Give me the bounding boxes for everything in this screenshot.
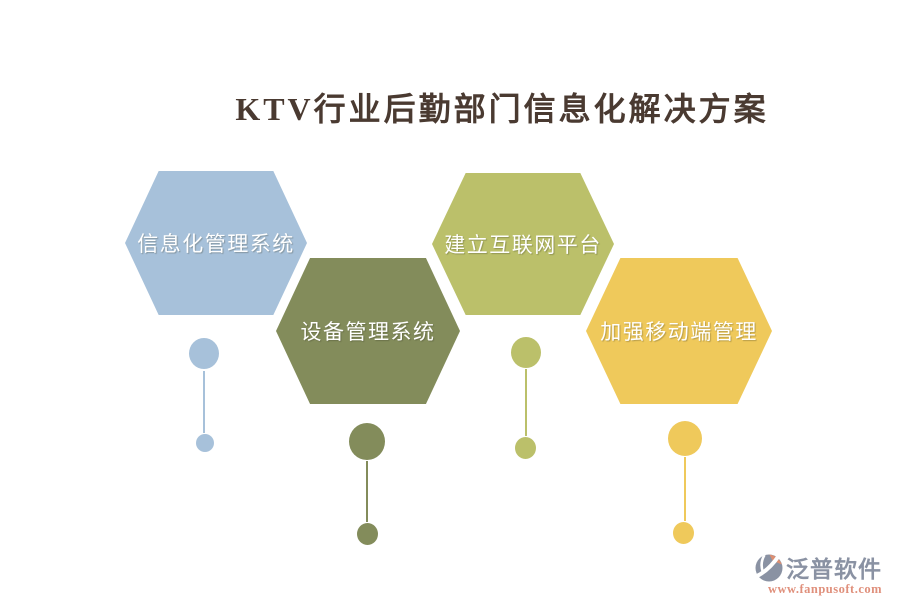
fanpu-logo-row: 泛普软件 <box>754 550 896 584</box>
hexagon-equipment-management: 设备管理系统 <box>273 255 463 407</box>
connector-dot-small <box>196 434 214 452</box>
connector-dot-large <box>668 421 702 456</box>
hexagon-mobile-management-fill: 加强移动端管理 <box>586 258 772 404</box>
hexagon-label: 设备管理系统 <box>300 320 436 344</box>
hexagon-equipment-management-fill: 设备管理系统 <box>276 258 460 404</box>
fanpu-logo: 泛普软件 www.fanpusoft.com <box>754 550 896 597</box>
hexagon-label: 建立互联网平台 <box>444 233 602 257</box>
hexagon-mobile-management: 加强移动端管理 <box>583 255 775 407</box>
connector-dot-small <box>357 523 378 545</box>
connector-dot-small <box>673 522 694 544</box>
connector-stem <box>203 371 205 433</box>
connector-dot-large <box>511 337 541 368</box>
hexagon-label: 加强移动端管理 <box>600 320 758 344</box>
connector-dot-small <box>515 437 536 459</box>
connector-dot-large <box>189 338 219 369</box>
hexagon-info-management-fill: 信息化管理系统 <box>125 171 307 315</box>
hexagon-internet-platform-fill: 建立互联网平台 <box>432 173 614 315</box>
fanpu-logo-url: www.fanpusoft.com <box>767 582 883 596</box>
connector-stem <box>525 369 527 436</box>
hexagon-info-management: 信息化管理系统 <box>122 168 310 318</box>
hexagon-label: 信息化管理系统 <box>137 232 295 256</box>
connector-dot-large <box>349 423 385 460</box>
page-title: KTV行业后勤部门信息化解决方案 <box>235 91 769 127</box>
connector-stem <box>684 457 686 521</box>
connector-stem <box>366 461 368 522</box>
hexagon-internet-platform: 建立互联网平台 <box>429 170 617 318</box>
fanpu-swoosh-icon <box>755 554 783 582</box>
fanpu-logo-name: 泛普软件 <box>786 557 882 582</box>
